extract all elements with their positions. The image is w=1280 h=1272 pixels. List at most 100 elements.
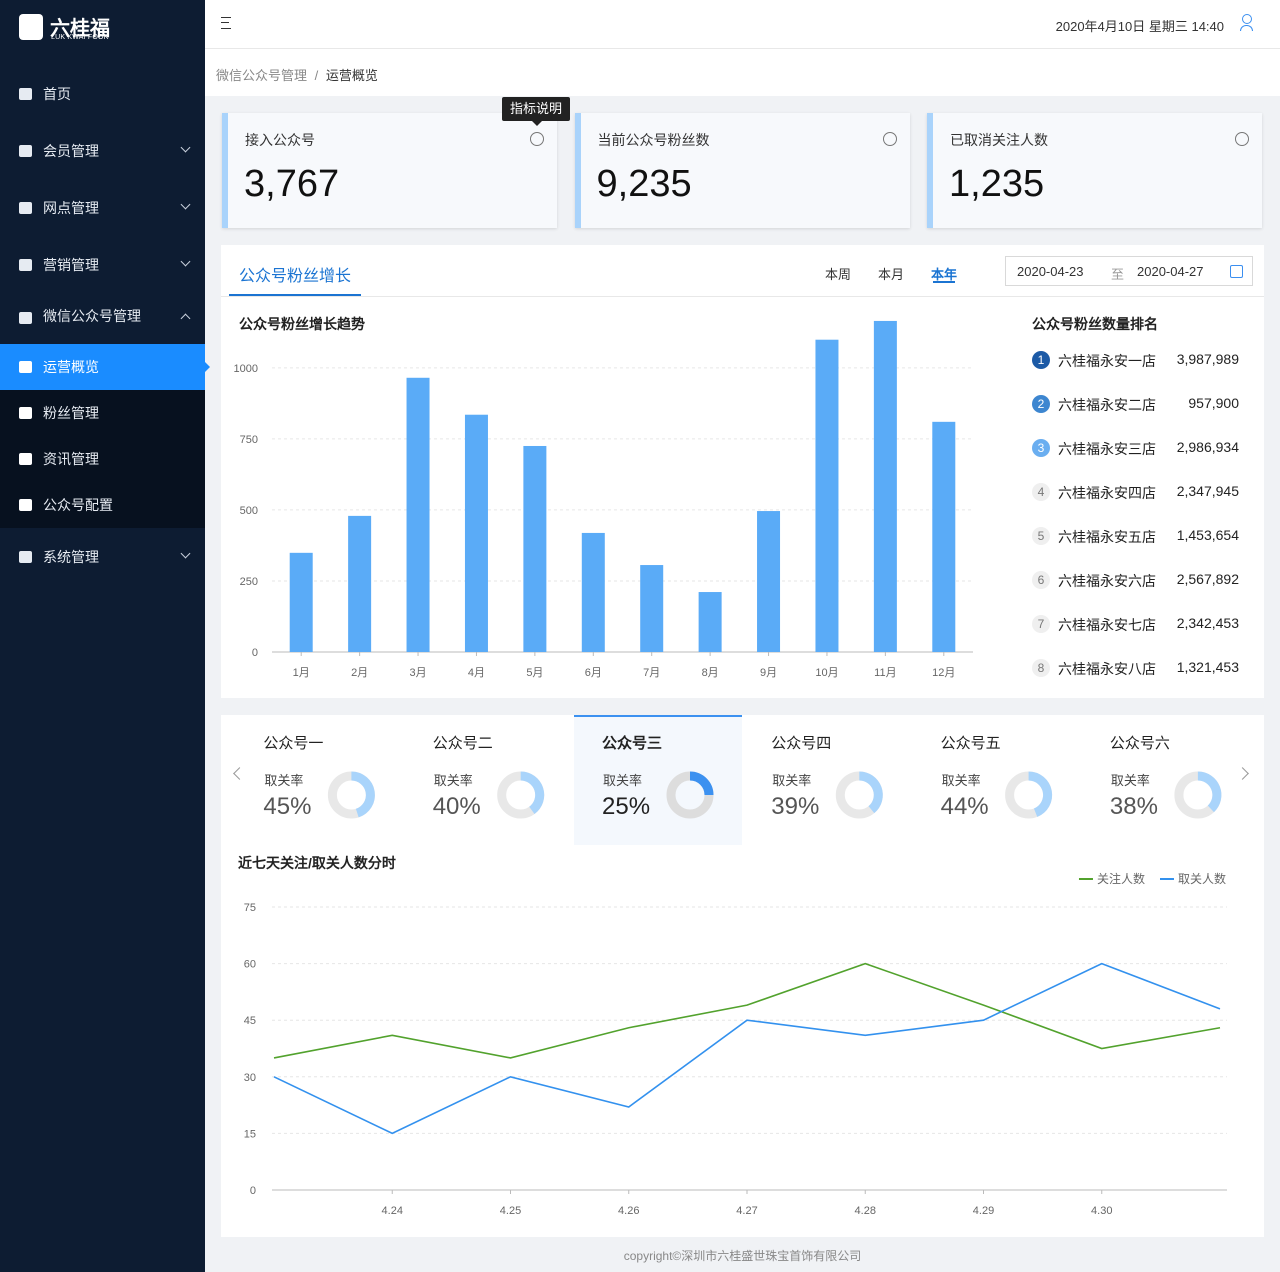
account-name: 公众号一: [263, 735, 324, 752]
account-card[interactable]: 公众号三取关率 25%: [574, 715, 742, 845]
date-range[interactable]: 2020-04-23 至 2020-04-27: [1005, 256, 1253, 286]
menu-label: 微信公众号管理: [43, 307, 141, 324]
rank-badge: 5: [1032, 527, 1050, 545]
account-card[interactable]: 公众号二取关率 40%: [405, 715, 573, 845]
menu-icon: [19, 312, 32, 324]
stat-value: 9,235: [596, 163, 692, 205]
account-metric: 取关率: [603, 773, 643, 788]
rank-value: 2,347,945: [1176, 483, 1239, 499]
rank-value: 2,567,892: [1176, 571, 1239, 587]
account-card[interactable]: 公众号六 取关率 38%: [1082, 715, 1250, 845]
logo-icon: [19, 14, 43, 40]
menu-label: 公众号配置: [43, 497, 113, 513]
account-metric: 取关率: [941, 773, 981, 788]
menu-label: 运营概览: [43, 359, 99, 375]
submenu: 运营概览粉丝管理资讯管理公众号配置: [0, 344, 210, 528]
submenu-item[interactable]: 资讯管理: [0, 436, 205, 482]
menu-label: 资讯管理: [43, 451, 99, 467]
account-rate: 44%: [940, 793, 989, 820]
tab-underline: [229, 294, 361, 296]
ranking-title: 公众号粉丝数量排名: [1032, 316, 1158, 332]
footer: copyright©深圳市六桂盛世珠宝首饰有限公司: [623, 1249, 862, 1263]
growth-panel: 公众号粉丝增长 2020-04-23 至 2020-04-27 公众号粉丝增长趋…: [221, 245, 1264, 698]
account-metric: 取关率: [772, 773, 812, 788]
rank-badge: 4: [1032, 483, 1050, 501]
menu-item[interactable]: 微信公众号管理: [0, 293, 205, 344]
rank-badge: 7: [1032, 615, 1050, 633]
info-icon[interactable]: [882, 132, 897, 146]
info-icon[interactable]: [530, 132, 544, 146]
period-tab[interactable]: 本周: [825, 267, 852, 282]
menu-item[interactable]: 首页: [0, 65, 205, 122]
rank-name: 六桂福永安三店: [1058, 441, 1156, 457]
submenu-item[interactable]: 运营概览: [0, 344, 210, 390]
menu-toggle[interactable]: [221, 17, 231, 29]
rank-name: 六桂福永安四店: [1058, 485, 1156, 501]
rank-badge: 8: [1032, 659, 1050, 677]
chart-title: 公众号粉丝增长趋势: [239, 316, 365, 332]
menu-label: 营销管理: [43, 256, 99, 273]
rank-badge: 6: [1032, 571, 1050, 589]
rank-name: 六桂福永安五店: [1058, 529, 1156, 545]
rank-badge: 2: [1032, 395, 1050, 413]
rank-badge: 1: [1032, 351, 1050, 369]
rank-value: 1,321,453: [1176, 659, 1239, 675]
account-name: 公众号五: [940, 735, 1001, 752]
breadcrumb-item: 运营概览: [325, 68, 378, 83]
account-card[interactable]: 公众号一 取关率 45%: [235, 715, 403, 845]
date-sep: 至: [1111, 267, 1125, 282]
divider: [221, 296, 1264, 297]
rank-value: 1,453,654: [1176, 527, 1239, 543]
submenu-item[interactable]: 粉丝管理: [0, 390, 205, 436]
stat-label: 已取消关注人数: [950, 132, 1048, 148]
menu-icon: [19, 499, 32, 511]
stat-value: 3,767: [244, 163, 340, 205]
menu-icon: [19, 550, 32, 563]
tooltip: 指标说明: [502, 97, 570, 126]
rank-name: 六桂福永安七店: [1058, 617, 1156, 633]
stat-card: 当前公众号粉丝数 9,235: [574, 113, 910, 228]
menu-item[interactable]: 会员管理: [0, 122, 205, 179]
account-card[interactable]: 公众号五取关率 44%: [913, 715, 1081, 845]
ranking-row: 4 六桂福永安四店 2,347,945: [1031, 482, 1239, 502]
period-tab[interactable]: 本年: [931, 267, 958, 282]
account-rate: 25%: [602, 793, 651, 820]
account-rate: 39%: [771, 793, 820, 820]
account-card[interactable]: 公众号四取关率 39%: [743, 715, 911, 845]
stat-card: 已取消关注人数 1,235: [927, 113, 1262, 228]
menu-item[interactable]: 网点管理: [0, 179, 205, 236]
menu-icon: [19, 407, 32, 419]
top-bar: 2020年4月10日 星期三 14:40: [205, 0, 1280, 49]
account-name: 公众号四: [771, 735, 832, 752]
info-icon[interactable]: [1235, 132, 1249, 146]
menu-item[interactable]: 系统管理: [0, 528, 205, 585]
rank-name: 六桂福永安二店: [1058, 397, 1156, 413]
date-from: 2020-04-23: [1017, 264, 1084, 279]
user-icon[interactable]: [1240, 14, 1254, 31]
menu-label: 会员管理: [43, 142, 99, 159]
chevron: [180, 199, 191, 210]
menu-icon: [19, 361, 32, 373]
stat-value: 1,235: [949, 163, 1045, 205]
menu-icon: [19, 201, 32, 214]
menu-item[interactable]: 营销管理: [0, 236, 205, 293]
breadcrumb-item[interactable]: 微信公众号管理: [216, 68, 308, 83]
logo-subtext: LUK KWAI FOOK: [51, 34, 109, 41]
account-name: 公众号二: [432, 735, 493, 752]
period-underline: [933, 281, 955, 283]
rank-value: 2,342,453: [1176, 615, 1239, 631]
account-rate: 40%: [432, 793, 481, 820]
panel-tab[interactable]: 公众号粉丝增长: [239, 268, 352, 285]
menu-icon: [19, 453, 32, 465]
sidebar: 六桂福 LUK KWAI FOOK 首页 会员管理 网点管理 营销管理 微信公众号管理运…: [0, 0, 210, 1272]
menu-label: 网点管理: [43, 199, 99, 216]
menu-label: 粉丝管理: [43, 405, 99, 421]
account-metric: 取关率: [433, 773, 473, 788]
menu-label: 首页: [43, 85, 71, 102]
account-name: 公众号三: [602, 735, 663, 752]
period-tab[interactable]: 本月: [878, 267, 905, 282]
submenu-item[interactable]: 公众号配置: [0, 482, 205, 528]
account-metric: 取关率: [264, 773, 304, 788]
ranking-row: 3 六桂福永安三店 2,986,934: [1031, 438, 1239, 458]
